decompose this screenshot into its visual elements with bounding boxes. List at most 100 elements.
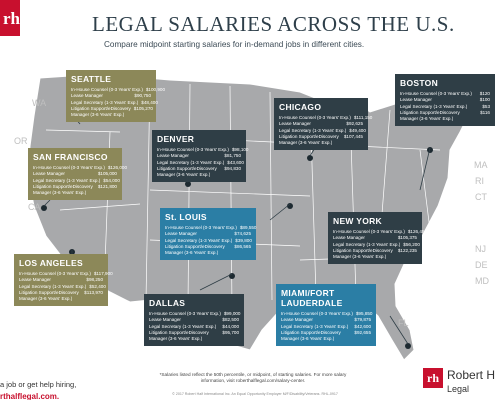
salary-value: $79,875	[354, 317, 371, 323]
job-label: Manager (3-6 Years' Exp.)	[71, 112, 125, 118]
state-label-fl: FL	[398, 318, 409, 328]
state-label-or: OR	[14, 136, 28, 146]
job-label: Litigation Support/eDiscovery	[157, 165, 217, 171]
state-label-wa: WA	[32, 98, 47, 108]
salary-value: $82,500	[222, 317, 239, 323]
salary-value: $105,270	[133, 105, 153, 111]
job-label: Lease Manager	[71, 93, 103, 99]
new-york-dot	[427, 147, 433, 153]
city-card-boston: BOSTON In-House Counsel (0-3 Years' Exp.…	[395, 74, 495, 127]
job-label: Lease Manager	[333, 235, 365, 241]
job-label: Lease Manager	[400, 97, 432, 103]
rh-logo-mark: rh	[423, 368, 443, 388]
st-louis-dot	[287, 203, 293, 209]
state-label-de: DE	[475, 260, 488, 270]
job-label: Litigation Support/eDiscovery	[400, 109, 460, 115]
salary-value: $99,000	[223, 311, 241, 316]
job-label: Manager (3-6 Years' Exp.)	[400, 116, 454, 122]
city-name: CHICAGO	[279, 102, 322, 112]
salary-value: $89,550	[239, 225, 257, 230]
salary-value: $95,850	[355, 311, 373, 316]
salary-value: $126,450	[407, 229, 428, 234]
job-label: Lease Manager	[281, 317, 313, 323]
state-label-ct: CT	[475, 192, 487, 202]
salary-value: $105,375	[397, 235, 417, 241]
city-card-chicago: CHICAGO In-House Counsel (0-3 Years' Exp…	[274, 98, 372, 151]
job-label: Legal Secretary (1-3 Years' Exp.)	[149, 323, 217, 329]
job-label: Legal Secretary (1-3 Years' Exp.)	[19, 283, 87, 289]
salary-value: $48,400	[141, 99, 158, 105]
city-card-new-york: NEW YORK In-House Counsel (0-3 Years' Ex…	[328, 212, 427, 265]
footer-url-link[interactable]: rthalflegal.com.	[0, 392, 60, 400]
city-name: SEATTLE	[71, 74, 112, 84]
salary-value: $56,200	[403, 241, 420, 247]
salary-value: $92,625	[346, 121, 363, 127]
salary-value: $92,655	[354, 329, 371, 335]
job-label: Manager (3-6 Years' Exp.)	[333, 254, 387, 260]
salary-value: $43,600	[227, 159, 244, 165]
job-label: Legal Secretary (1-3 Years' Exp.)	[33, 177, 101, 183]
salary-value: $94,830	[224, 165, 241, 171]
job-label: In-House Counsel (0-3 Years' Exp.)	[33, 165, 105, 170]
job-label: Litigation Support/eDiscovery	[33, 183, 93, 189]
job-label: Manager (3-6 Years' Exp.)	[149, 336, 203, 342]
city-name: St. LOUIS	[165, 212, 207, 222]
salary-value: $117,900	[93, 271, 113, 276]
miami-dot	[405, 343, 411, 349]
job-label: Litigation Support/eDiscovery	[165, 243, 225, 249]
job-label: Litigation Support/eDiscovery	[279, 133, 339, 139]
footer-help-text: a job or get help hiring,	[0, 380, 77, 389]
state-label-ma: MA	[474, 160, 488, 170]
chicago-dot	[307, 155, 313, 161]
city-name: DENVER	[157, 134, 195, 144]
job-label: In-House Counsel (0-3 Years' Exp.)	[19, 271, 91, 276]
salary-value: $121,800	[97, 183, 117, 189]
salary-value: $52,400	[89, 283, 106, 289]
salary-value: $44,000	[222, 323, 239, 329]
job-label: Lease Manager	[33, 171, 65, 177]
city-name: SAN FRANCISCO	[33, 152, 108, 162]
job-label: Lease Manager	[157, 153, 189, 159]
job-label: Legal Secretary (1-3 Years' Exp.)	[279, 127, 347, 133]
salary-value: $98,100	[231, 147, 249, 152]
brand-corner-mark: rh	[3, 9, 20, 28]
job-label: Manager (3-6 Years' Exp.)	[33, 190, 87, 196]
salary-value: $111,150	[353, 115, 373, 120]
city-name: NEW YORK	[333, 216, 382, 226]
state-label-ca: CA	[28, 202, 41, 212]
page-title: LEGAL SALARIES ACROSS THE U.S.	[92, 12, 455, 36]
salary-value: $105,000	[97, 171, 117, 177]
dallas-dot	[229, 273, 235, 279]
job-label: Manager (3-6 Years' Exp.)	[19, 296, 73, 302]
job-label: Litigation Support/eDiscovery	[149, 329, 209, 335]
salary-value: $116	[480, 109, 490, 115]
rh-logo-sub: Legal	[447, 384, 470, 394]
job-label: Litigation Support/eDiscovery	[19, 289, 79, 295]
job-label: In-House Counsel (0-3 Years' Exp.)	[149, 311, 221, 316]
salary-footnote: *Salaries listed reflect the 50th percen…	[159, 372, 347, 383]
job-label: Lease Manager	[19, 277, 51, 283]
salary-value: $49,400	[349, 127, 366, 133]
salary-value: $86,565	[234, 243, 251, 249]
job-label: In-House Counsel (0-3 Years' Exp.)	[333, 229, 405, 234]
city-card-seattle: SEATTLE In-House Counsel (0-3 Years' Exp…	[66, 70, 165, 123]
job-label: Legal Secretary (1-3 Years' Exp.)	[157, 159, 225, 165]
brand-corner-logo: rh	[0, 0, 20, 36]
state-label-nj: NJ	[475, 244, 486, 254]
salary-value: $100	[479, 97, 490, 103]
job-label: Legal Secretary (1-3 Years' Exp.)	[333, 241, 401, 247]
salary-value: $107,445	[343, 133, 363, 139]
city-name: LOS ANGELES	[19, 258, 83, 268]
job-label: Litigation Support/eDiscovery	[281, 329, 341, 335]
salary-value: $100,900	[145, 87, 166, 92]
job-label: In-House Counsel (0-3 Years' Exp.)	[71, 87, 143, 92]
city-card-los-angeles: LOS ANGELES In-House Counsel (0-3 Years'…	[14, 254, 113, 307]
job-label: In-House Counsel (0-3 Years' Exp.)	[165, 225, 237, 230]
robert-half-logo: rh Robert Half Legal	[423, 368, 495, 398]
job-label: Legal Secretary (1-3 Years' Exp.)	[400, 103, 468, 109]
city-card-san-francisco: SAN FRANCISCO In-House Counsel (0-3 Year…	[28, 148, 127, 201]
job-label: Lease Manager	[165, 231, 197, 237]
page-subtitle: Compare midpoint starting salaries for i…	[104, 40, 365, 49]
job-label: In-House Counsel (0-3 Years' Exp.)	[279, 115, 351, 120]
salary-value: $81,750	[224, 153, 241, 159]
